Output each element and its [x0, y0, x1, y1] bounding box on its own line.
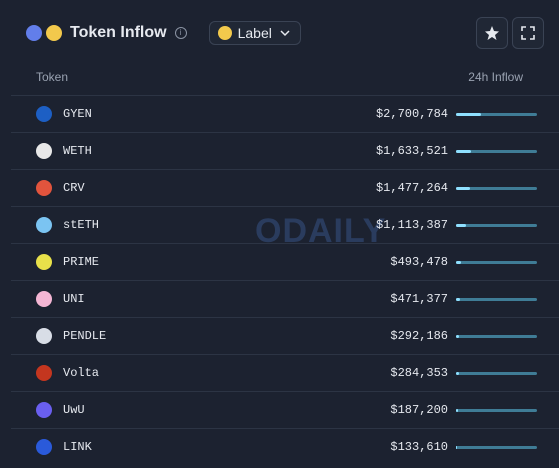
table-row: PRIME $493,478 — [11, 243, 559, 281]
table-row: UwU $187,200 — [11, 391, 559, 429]
label-text: Label — [237, 25, 272, 41]
header: Token Inflow i Label — [26, 20, 301, 46]
inflow-bar — [456, 224, 467, 227]
inflow-track — [456, 261, 537, 264]
inflow-track — [456, 409, 537, 412]
token-name: CRV — [63, 181, 85, 195]
inflow-bar — [456, 113, 481, 116]
inflow-bar — [456, 187, 470, 190]
inflow-bar — [456, 261, 461, 264]
token-name: LINK — [63, 440, 92, 454]
token-name: PRIME — [63, 255, 100, 269]
token-name: stETH — [63, 218, 100, 232]
token-icon — [36, 254, 52, 270]
inflow-value: $284,353 — [390, 366, 448, 380]
inflow-value: $187,200 — [390, 403, 448, 417]
label-button[interactable]: Label — [208, 21, 301, 45]
table-row: LINK $133,610 — [11, 428, 559, 466]
token-name: Volta — [63, 366, 100, 380]
inflow-track — [456, 298, 537, 301]
table-row: stETH $1,113,387 — [11, 206, 559, 244]
inflow-value: $493,478 — [390, 255, 448, 269]
inflow-value: $1,113,387 — [375, 218, 448, 232]
expand-button[interactable] — [512, 17, 544, 49]
chevron — [280, 30, 290, 37]
token-icon — [36, 365, 52, 381]
table-row: Volta $284,353 — [11, 354, 559, 392]
column-header: 24h Inflow — [468, 70, 523, 84]
table-row: WETH $1,633,521 — [11, 132, 559, 170]
token-name: GYEN — [63, 107, 92, 121]
token-icon — [36, 439, 52, 455]
token-name: WETH — [63, 144, 92, 158]
token-icon — [36, 291, 52, 307]
inflow-value: $2,700,784 — [375, 107, 448, 121]
inflow-track — [456, 150, 537, 153]
inflow-bar — [456, 150, 472, 153]
inflow-bar — [456, 446, 458, 449]
inflow-track — [456, 335, 537, 338]
inflow-value: $1,477,264 — [375, 181, 448, 195]
table-row: GYEN $2,700,784 — [11, 95, 559, 133]
chain-icon — [26, 25, 42, 41]
table-row: UNI $471,377 — [11, 280, 559, 318]
inflow-value: $133,610 — [390, 440, 448, 454]
inflow-value: $1,633,521 — [375, 144, 448, 158]
star-icon — [485, 26, 499, 40]
emoji-icon — [46, 25, 62, 41]
token-name: UwU — [63, 403, 85, 417]
inflow-bar — [456, 409, 458, 412]
inflow-track — [456, 187, 537, 190]
token-icon — [36, 143, 52, 159]
inflow-bar — [456, 372, 459, 375]
star-button[interactable] — [476, 17, 508, 49]
inflow-value: $292,186 — [390, 329, 448, 343]
inflow-track — [456, 446, 537, 449]
emoji-icon — [217, 26, 232, 40]
token-name: UNI — [63, 292, 85, 306]
token-icon — [36, 106, 52, 122]
column-header: Token — [36, 70, 69, 84]
token-icon — [36, 402, 52, 418]
token-name: PENDLE — [63, 329, 107, 343]
inflow-track — [456, 224, 537, 227]
inflow-track — [456, 113, 537, 116]
token-icon — [36, 180, 52, 196]
expand-icon — [521, 26, 535, 40]
token-icon — [36, 217, 52, 233]
inflow-track — [456, 372, 537, 375]
inflow-bar — [456, 298, 461, 301]
title: Token Inflow — [70, 24, 167, 41]
inflow-bar — [456, 335, 459, 338]
inflow-value: $471,377 — [390, 292, 448, 306]
table-row: CRV $1,477,264 — [11, 169, 559, 207]
token-icon — [36, 328, 52, 344]
info-icon[interactable]: i — [174, 27, 187, 39]
table-row: PENDLE $292,186 — [11, 317, 559, 355]
